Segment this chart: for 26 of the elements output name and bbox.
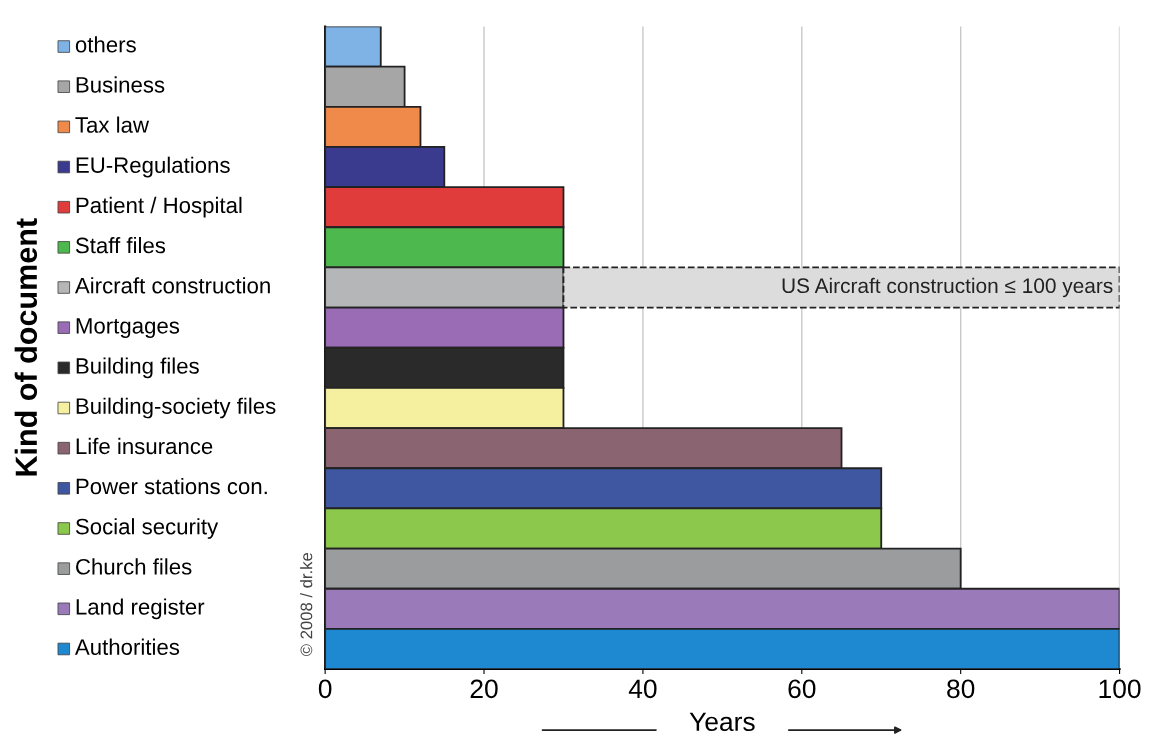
text: © 2008 / dr.ke xyxy=(300,552,313,656)
x-tick-label: 20 xyxy=(470,679,498,699)
data-label: US Aircraft construction ≤ 100 years xyxy=(782,277,1113,298)
y-tick-label: Building-society files xyxy=(76,397,276,419)
x-tick-label: 80 xyxy=(947,679,975,699)
y-tick-label: EU-Regulations xyxy=(76,156,230,178)
y-tick-label: Aircraft construction xyxy=(74,277,270,294)
y-tick-label: Staff files xyxy=(75,237,166,254)
y-tick-label: Social security xyxy=(75,518,219,539)
y-tick-label: Life insurance xyxy=(76,437,213,455)
y-tick-label: Authorities xyxy=(74,638,180,655)
y-tick-label: Power stations con. xyxy=(76,477,267,495)
y-tick-label: Church files xyxy=(76,558,192,575)
y-tick-label: Building files xyxy=(76,357,199,379)
x-axis-title: Years xyxy=(689,712,755,732)
y-tick-label: Tax law xyxy=(75,116,150,133)
y-tick-label: Business xyxy=(76,76,165,93)
x-tick-label: 60 xyxy=(788,679,816,699)
y-tick-label: others xyxy=(75,36,136,53)
x-tick-label: 100 xyxy=(1099,679,1141,699)
y-tick-label: Land register xyxy=(76,598,205,620)
y-tick-label: Patient / Hospital xyxy=(76,196,242,218)
y-tick-label: Mortgages xyxy=(76,318,180,339)
y-axis-title: Kind of document xyxy=(14,218,38,476)
x-tick-label: 0 xyxy=(318,679,332,699)
x-tick-label: 40 xyxy=(628,679,657,699)
